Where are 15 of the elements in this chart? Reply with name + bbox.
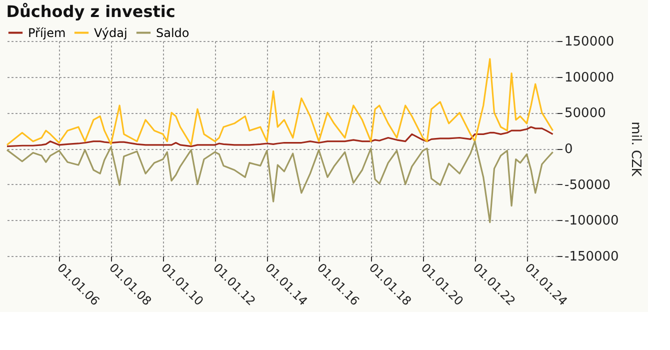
y-tick-label: -150000	[564, 250, 619, 264]
y-tick-label: 150000	[564, 34, 614, 50]
y-axis-title: mil. CZK	[628, 122, 643, 177]
legend-label: Saldo	[156, 26, 190, 40]
line-series	[6, 58, 554, 146]
line-series	[6, 126, 554, 148]
y-tick-label: 100000	[564, 70, 614, 86]
y-tick-label: -50000	[564, 178, 611, 193]
y-tick-label: 50000	[564, 106, 606, 122]
legend-label: Výdaj	[94, 26, 128, 40]
chart-title: Důchody z investic	[6, 2, 176, 21]
line-series	[6, 140, 554, 224]
y-tick-label: 0	[564, 142, 573, 157]
legend-label: Příjem	[28, 26, 66, 40]
y-tick-label: -100000	[564, 214, 619, 229]
